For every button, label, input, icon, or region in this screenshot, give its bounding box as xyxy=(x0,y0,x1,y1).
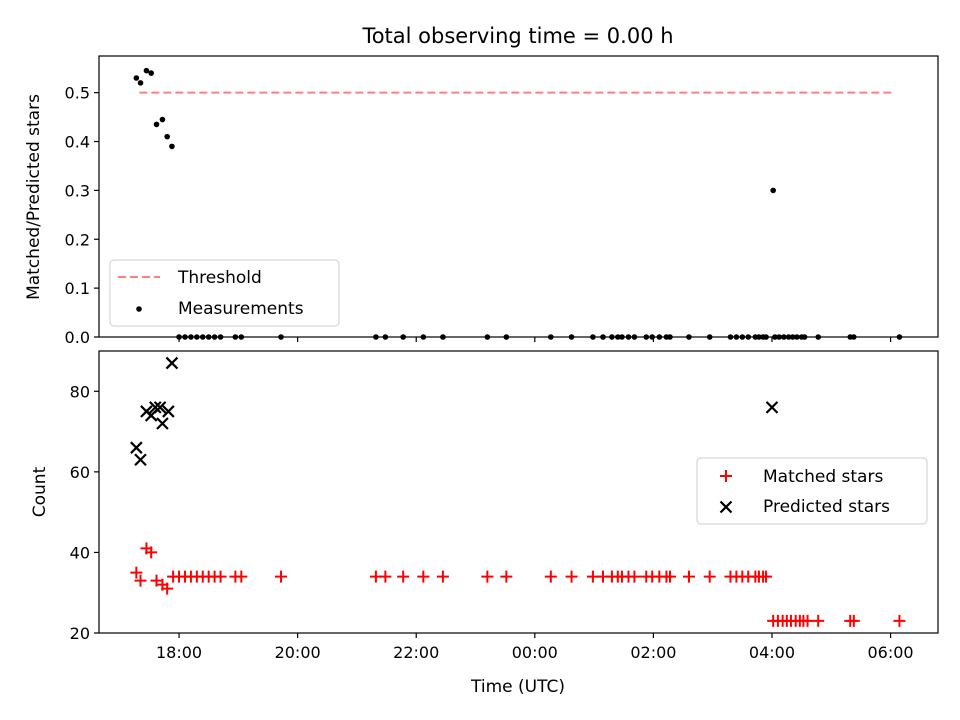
matched-star-point xyxy=(379,570,392,583)
top-plot-area xyxy=(98,55,939,340)
predicted-star-point xyxy=(130,441,143,454)
predicted-star-point xyxy=(149,401,162,414)
measurement-point xyxy=(143,67,150,74)
predicted-star-point xyxy=(134,453,147,467)
predicted-star-point xyxy=(165,356,179,370)
matched-star-point xyxy=(628,570,641,583)
matched-star-point xyxy=(682,570,695,583)
predicted-star-point xyxy=(153,401,167,414)
y-tick-label: 0.0 xyxy=(65,328,90,347)
y-tick-label: 0.3 xyxy=(65,181,90,200)
x-tick-label: 02:00 xyxy=(630,643,676,662)
x-tick-label: 20:00 xyxy=(275,643,321,662)
legend-matched-label: Matched stars xyxy=(763,467,883,487)
matched-star-point xyxy=(214,570,227,583)
top-panel: Total observing time = 0.00 h 0.00.10.20… xyxy=(24,24,939,347)
bottom-panel: 20 40 60 80 18:00 20:00 22:00 00:00 02:00 04:00 0… xyxy=(30,350,939,697)
measurements-series xyxy=(133,67,903,340)
matched-star-point xyxy=(161,582,174,595)
top-x-axis xyxy=(178,337,892,342)
x-axis-label: Time (UTC) xyxy=(470,677,565,697)
x-tick-label: 00:00 xyxy=(512,643,558,662)
matched-star-point xyxy=(436,570,449,583)
matched-star-point xyxy=(481,570,494,583)
y-tick-label: 0.5 xyxy=(65,84,90,103)
x-tick-label: 22:00 xyxy=(393,643,439,662)
top-y-axis-label: Matched/Predicted stars xyxy=(24,94,44,300)
predicted-star-point xyxy=(156,417,169,430)
legend-measurements-swatch xyxy=(136,306,142,312)
legend-measurements-label: Measurements xyxy=(178,299,304,319)
bottom-y-axis-label: Count xyxy=(30,466,50,517)
predicted-star-point xyxy=(162,405,175,418)
y-tick-label: 20 xyxy=(70,624,90,643)
y-tick-label: 80 xyxy=(70,382,90,401)
matched-star-point xyxy=(417,570,430,583)
top-legend: Threshold Measurements xyxy=(109,259,340,327)
predicted-stars-series xyxy=(130,356,779,467)
matched-star-point xyxy=(500,570,513,583)
matched-star-point xyxy=(586,570,599,583)
x-tick-label: 04:00 xyxy=(749,643,795,662)
matched-star-point xyxy=(235,570,248,583)
chart-title: Total observing time = 0.00 h xyxy=(361,24,673,48)
legend-matched-swatch xyxy=(720,470,732,482)
matched-star-point xyxy=(145,546,158,559)
bottom-y-axis: 20 40 60 80 xyxy=(70,382,99,643)
y-tick-label: 60 xyxy=(70,463,90,482)
x-tick-label: 06:00 xyxy=(868,643,914,662)
matched-star-point xyxy=(893,614,906,627)
matched-star-point xyxy=(275,570,288,583)
bottom-legend: Matched stars Predicted stars xyxy=(696,457,928,525)
x-tick-label: 18:00 xyxy=(156,643,202,662)
measurement-point xyxy=(169,143,175,150)
legend-frame xyxy=(696,457,928,525)
measurement-point xyxy=(159,116,166,123)
matched-stars-series xyxy=(130,542,906,627)
y-tick-label: 40 xyxy=(70,543,90,562)
legend-predicted-swatch xyxy=(719,500,733,514)
matched-star-point xyxy=(130,566,143,579)
measurement-point xyxy=(164,133,170,140)
matched-star-point xyxy=(812,614,825,627)
matched-star-point xyxy=(703,570,716,583)
matched-star-point xyxy=(760,570,773,583)
axes-frame xyxy=(98,55,939,338)
bottom-plot-area xyxy=(98,350,939,634)
bottom-x-axis: 18:00 20:00 22:00 00:00 02:00 04:00 06:00 xyxy=(156,633,914,662)
y-tick-label: 0.4 xyxy=(65,133,90,152)
y-tick-label: 0.2 xyxy=(65,230,90,249)
measurement-point xyxy=(770,187,776,194)
matched-star-point xyxy=(663,570,676,583)
matched-star-point xyxy=(397,570,410,583)
y-tick-label: 0.1 xyxy=(65,279,90,298)
axes-frame xyxy=(98,350,939,634)
legend-threshold-label: Threshold xyxy=(177,268,262,288)
matched-star-point xyxy=(134,574,147,587)
matched-star-point xyxy=(847,614,860,627)
top-y-axis: 0.0 0.1 0.2 0.3 0.4 0.5 xyxy=(65,84,99,347)
matched-star-point xyxy=(544,570,557,583)
measurement-point xyxy=(148,70,154,76)
measurement-point xyxy=(133,75,140,81)
legend-predicted-label: Predicted stars xyxy=(763,497,890,517)
predicted-star-point xyxy=(765,401,779,414)
matched-star-point xyxy=(565,570,578,583)
matched-star-point xyxy=(801,614,814,627)
legend-frame xyxy=(109,259,340,327)
measurement-point xyxy=(137,80,144,86)
measurement-point xyxy=(153,121,160,128)
